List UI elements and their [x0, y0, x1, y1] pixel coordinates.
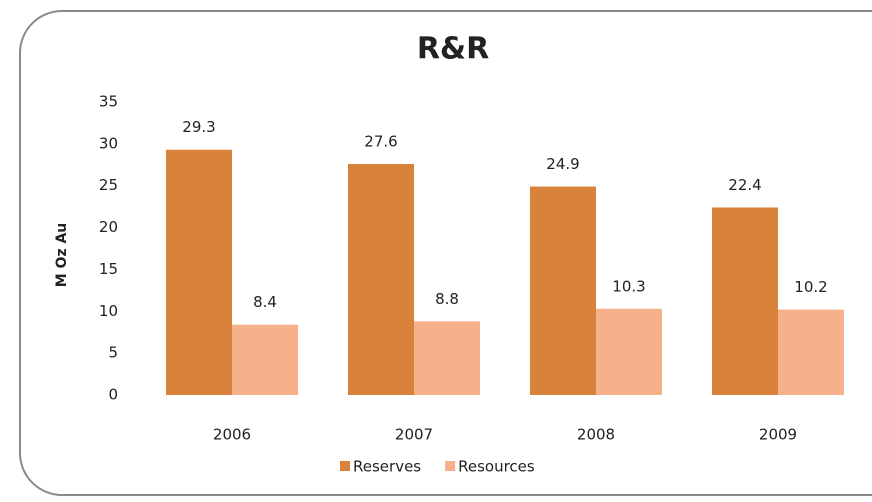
x-tick-label: 2007: [395, 426, 433, 444]
bar: [166, 149, 232, 395]
bar: [778, 309, 844, 395]
x-tick-label: 2009: [759, 426, 797, 444]
y-axis-label: M Oz Au: [54, 223, 70, 288]
bar: [530, 186, 596, 395]
value-label: 8.4: [253, 293, 277, 311]
value-label: 27.6: [364, 132, 397, 150]
y-tick-label: 10: [99, 302, 118, 320]
value-label: 8.8: [435, 290, 459, 308]
value-label: 10.3: [612, 277, 645, 295]
bar: [712, 207, 778, 395]
value-label: 29.3: [182, 118, 215, 136]
y-tick-label: 0: [108, 386, 118, 404]
value-label: 24.9: [546, 155, 579, 173]
chart-title: R&R: [417, 32, 489, 67]
x-tick-label: 2008: [577, 426, 615, 444]
legend-label: Reserves: [353, 458, 421, 476]
bar: [348, 163, 414, 395]
y-tick-label: 20: [99, 218, 118, 236]
y-tick-label: 15: [99, 260, 118, 278]
bar: [414, 321, 480, 395]
y-tick-label: 35: [99, 93, 118, 111]
x-tick-label: 2006: [213, 426, 251, 444]
y-tick-label: 30: [99, 134, 118, 152]
legend-label: Resources: [458, 458, 535, 476]
y-tick-label: 25: [99, 176, 118, 194]
value-label: 22.4: [728, 176, 761, 194]
bar: [232, 324, 298, 395]
legend-swatch: [340, 461, 350, 471]
legend-swatch: [445, 461, 456, 471]
y-tick-label: 5: [108, 344, 118, 362]
bar: [596, 308, 662, 395]
value-label: 10.2: [794, 278, 827, 296]
